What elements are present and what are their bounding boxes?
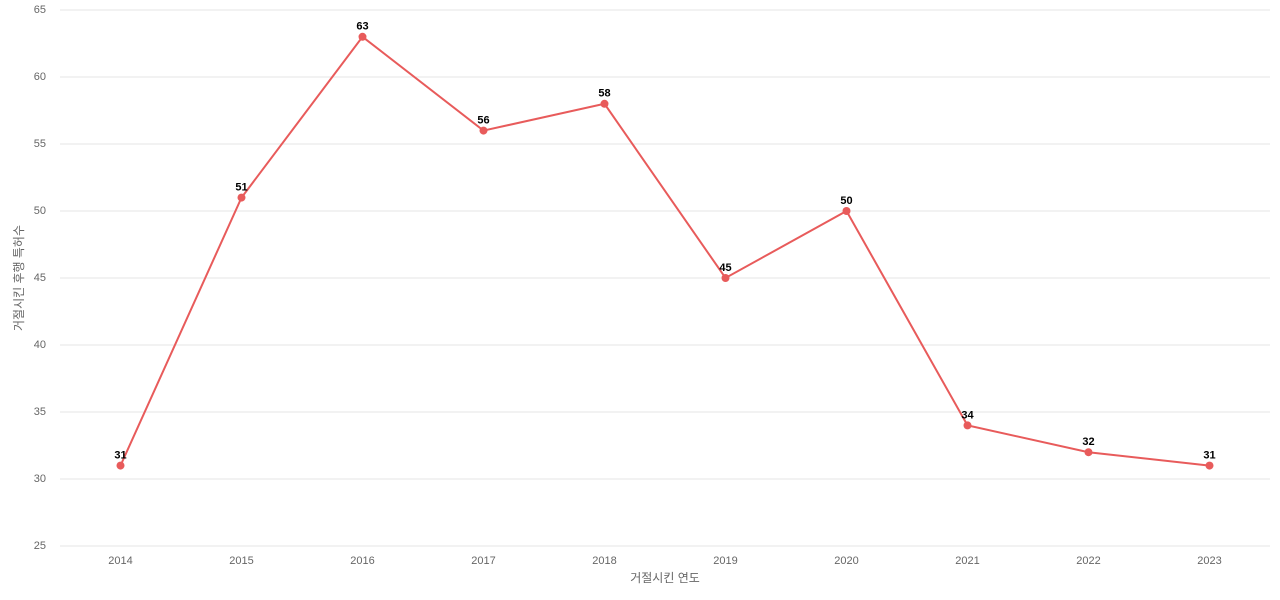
point xyxy=(842,207,851,215)
y-tick-label: 45 xyxy=(34,272,46,284)
point xyxy=(721,274,730,282)
data-label: 45 xyxy=(719,262,731,274)
point xyxy=(963,421,972,430)
y-tick-label: 50 xyxy=(34,205,46,217)
point xyxy=(1084,448,1093,457)
y-tick-label: 30 xyxy=(34,473,46,485)
x-tick-label: 2017 xyxy=(471,555,495,567)
x-tick-label: 2015 xyxy=(229,555,253,567)
point xyxy=(600,99,609,108)
x-tick-label: 2023 xyxy=(1197,555,1221,567)
y-tick-label: 60 xyxy=(34,71,46,83)
y-tick-label: 65 xyxy=(34,4,46,16)
y-tick-label: 35 xyxy=(34,406,46,418)
data-label: 50 xyxy=(840,195,852,207)
point xyxy=(116,461,125,470)
x-tick-label: 2021 xyxy=(955,555,979,567)
y-tick-label: 25 xyxy=(34,540,46,552)
x-axis-title: 거절시킨 연도 xyxy=(630,571,700,585)
point xyxy=(479,126,488,135)
data-label: 31 xyxy=(114,450,126,462)
x-tick-label: 2016 xyxy=(350,555,374,567)
data-label: 58 xyxy=(598,88,610,100)
x-tick-label: 2019 xyxy=(713,555,737,567)
data-label: 63 xyxy=(356,21,368,33)
y-tick-label: 40 xyxy=(34,339,46,351)
y-axis-title: 거절시킨 후행 특허수 xyxy=(11,225,26,331)
point xyxy=(358,32,367,41)
x-tick-label: 2020 xyxy=(834,555,858,567)
data-label: 56 xyxy=(477,115,489,127)
x-tick-label: 2022 xyxy=(1076,555,1100,567)
data-label: 32 xyxy=(1082,436,1094,448)
x-tick-label: 2018 xyxy=(592,555,616,567)
point xyxy=(1205,461,1214,470)
data-label: 34 xyxy=(961,409,974,421)
data-label: 51 xyxy=(235,182,247,194)
y-tick-label: 55 xyxy=(34,138,46,150)
line xyxy=(119,35,1210,467)
data-label: 31 xyxy=(1203,450,1215,462)
point xyxy=(237,193,246,202)
x-tick-label: 2014 xyxy=(108,555,132,567)
